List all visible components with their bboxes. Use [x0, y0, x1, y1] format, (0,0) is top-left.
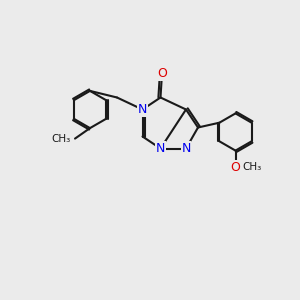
Text: O: O [231, 160, 240, 174]
Text: N: N [138, 103, 147, 116]
Text: CH₃: CH₃ [52, 134, 71, 144]
Text: N: N [181, 142, 191, 155]
Text: CH₃: CH₃ [242, 162, 262, 172]
Text: O: O [157, 67, 167, 80]
Text: N: N [156, 142, 165, 155]
